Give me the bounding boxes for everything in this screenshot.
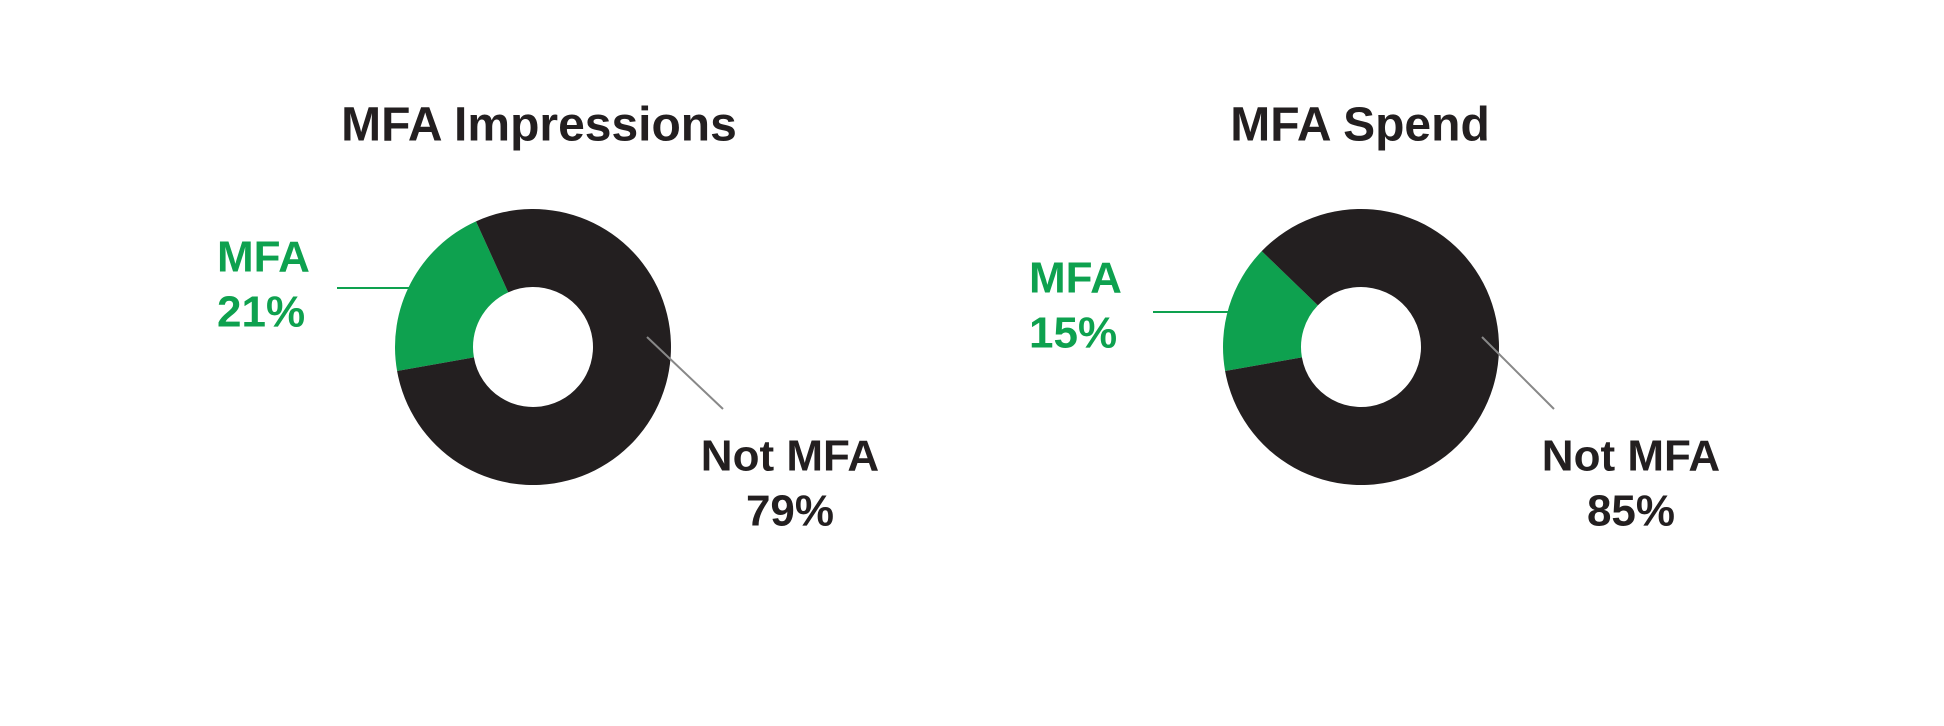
slice-label: Not MFA (1542, 432, 1720, 481)
leader-line (1481, 336, 1555, 410)
donut-slice (395, 221, 509, 371)
slice-label: Not MFA (701, 432, 879, 481)
leader-line (646, 336, 724, 410)
slice-label: MFA (217, 233, 310, 282)
donut-slice (1225, 209, 1499, 485)
slice-value: 85% (1587, 487, 1675, 536)
chart-title: MFA Impressions (341, 99, 737, 152)
slice-value: 15% (1029, 309, 1117, 358)
donut-slice (1223, 251, 1318, 371)
slice-label: MFA (1029, 254, 1122, 303)
chart-title: MFA Spend (1230, 99, 1490, 152)
donut-slice (397, 209, 671, 486)
slice-value: 21% (217, 288, 305, 337)
slice-value: 79% (746, 487, 834, 536)
